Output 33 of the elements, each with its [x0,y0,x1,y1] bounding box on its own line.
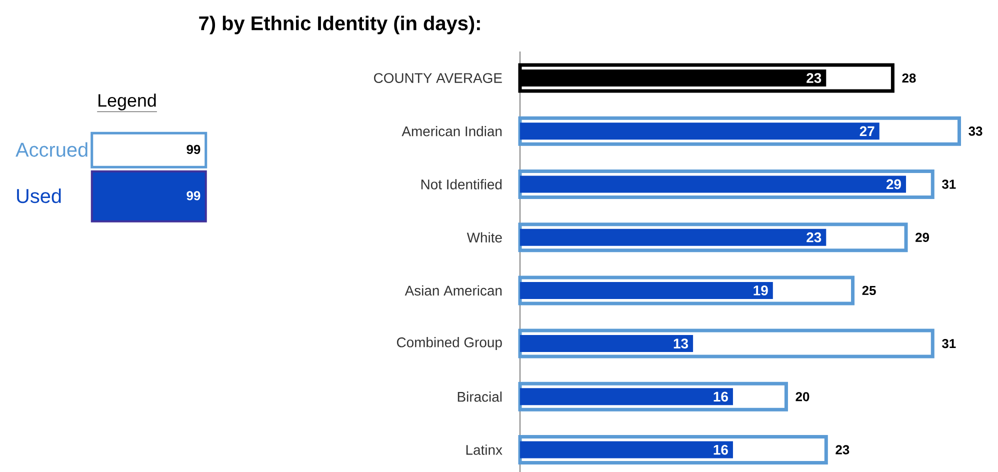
data-label: 20 [796,392,810,402]
y-tick-label: Latinx [466,444,502,455]
data-label: 28 [902,73,916,83]
text: Used [17,188,61,204]
data-label: 13 [674,338,688,349]
data-label: 31 [942,338,956,348]
y-tick-label: Biracial [458,392,502,402]
y-tick-label: Not Identified [421,179,502,190]
data-label: 31 [942,180,956,189]
data-label: 27 [860,126,874,136]
data-label: 16 [714,444,728,455]
bar [520,335,694,352]
data-label: 33 [968,126,982,136]
bar [520,441,733,458]
data-label: 19 [754,286,768,296]
text: 7) by Ethnic Identity (in days): [199,16,480,34]
data-label: 29 [886,179,901,190]
text: Accrued [16,142,88,157]
data-label: 23 [806,232,822,242]
data-label: 29 [916,232,930,242]
text: 99 [186,191,200,200]
y-tick-label: COUNTY AVERAGE [374,73,502,83]
data-label: 23 [806,73,822,83]
y-tick-label: White [466,232,502,242]
legend-title: Legend [98,94,156,110]
data-label: 16 [714,392,728,402]
data-label: 25 [862,286,876,296]
y-tick-label: Combined Group [396,337,502,350]
y-tick-label: Asian American [404,285,502,296]
data-label: 23 [836,445,850,454]
text: 99 [186,144,200,154]
y-tick-label: American Indian [402,126,502,136]
bar [520,282,773,299]
